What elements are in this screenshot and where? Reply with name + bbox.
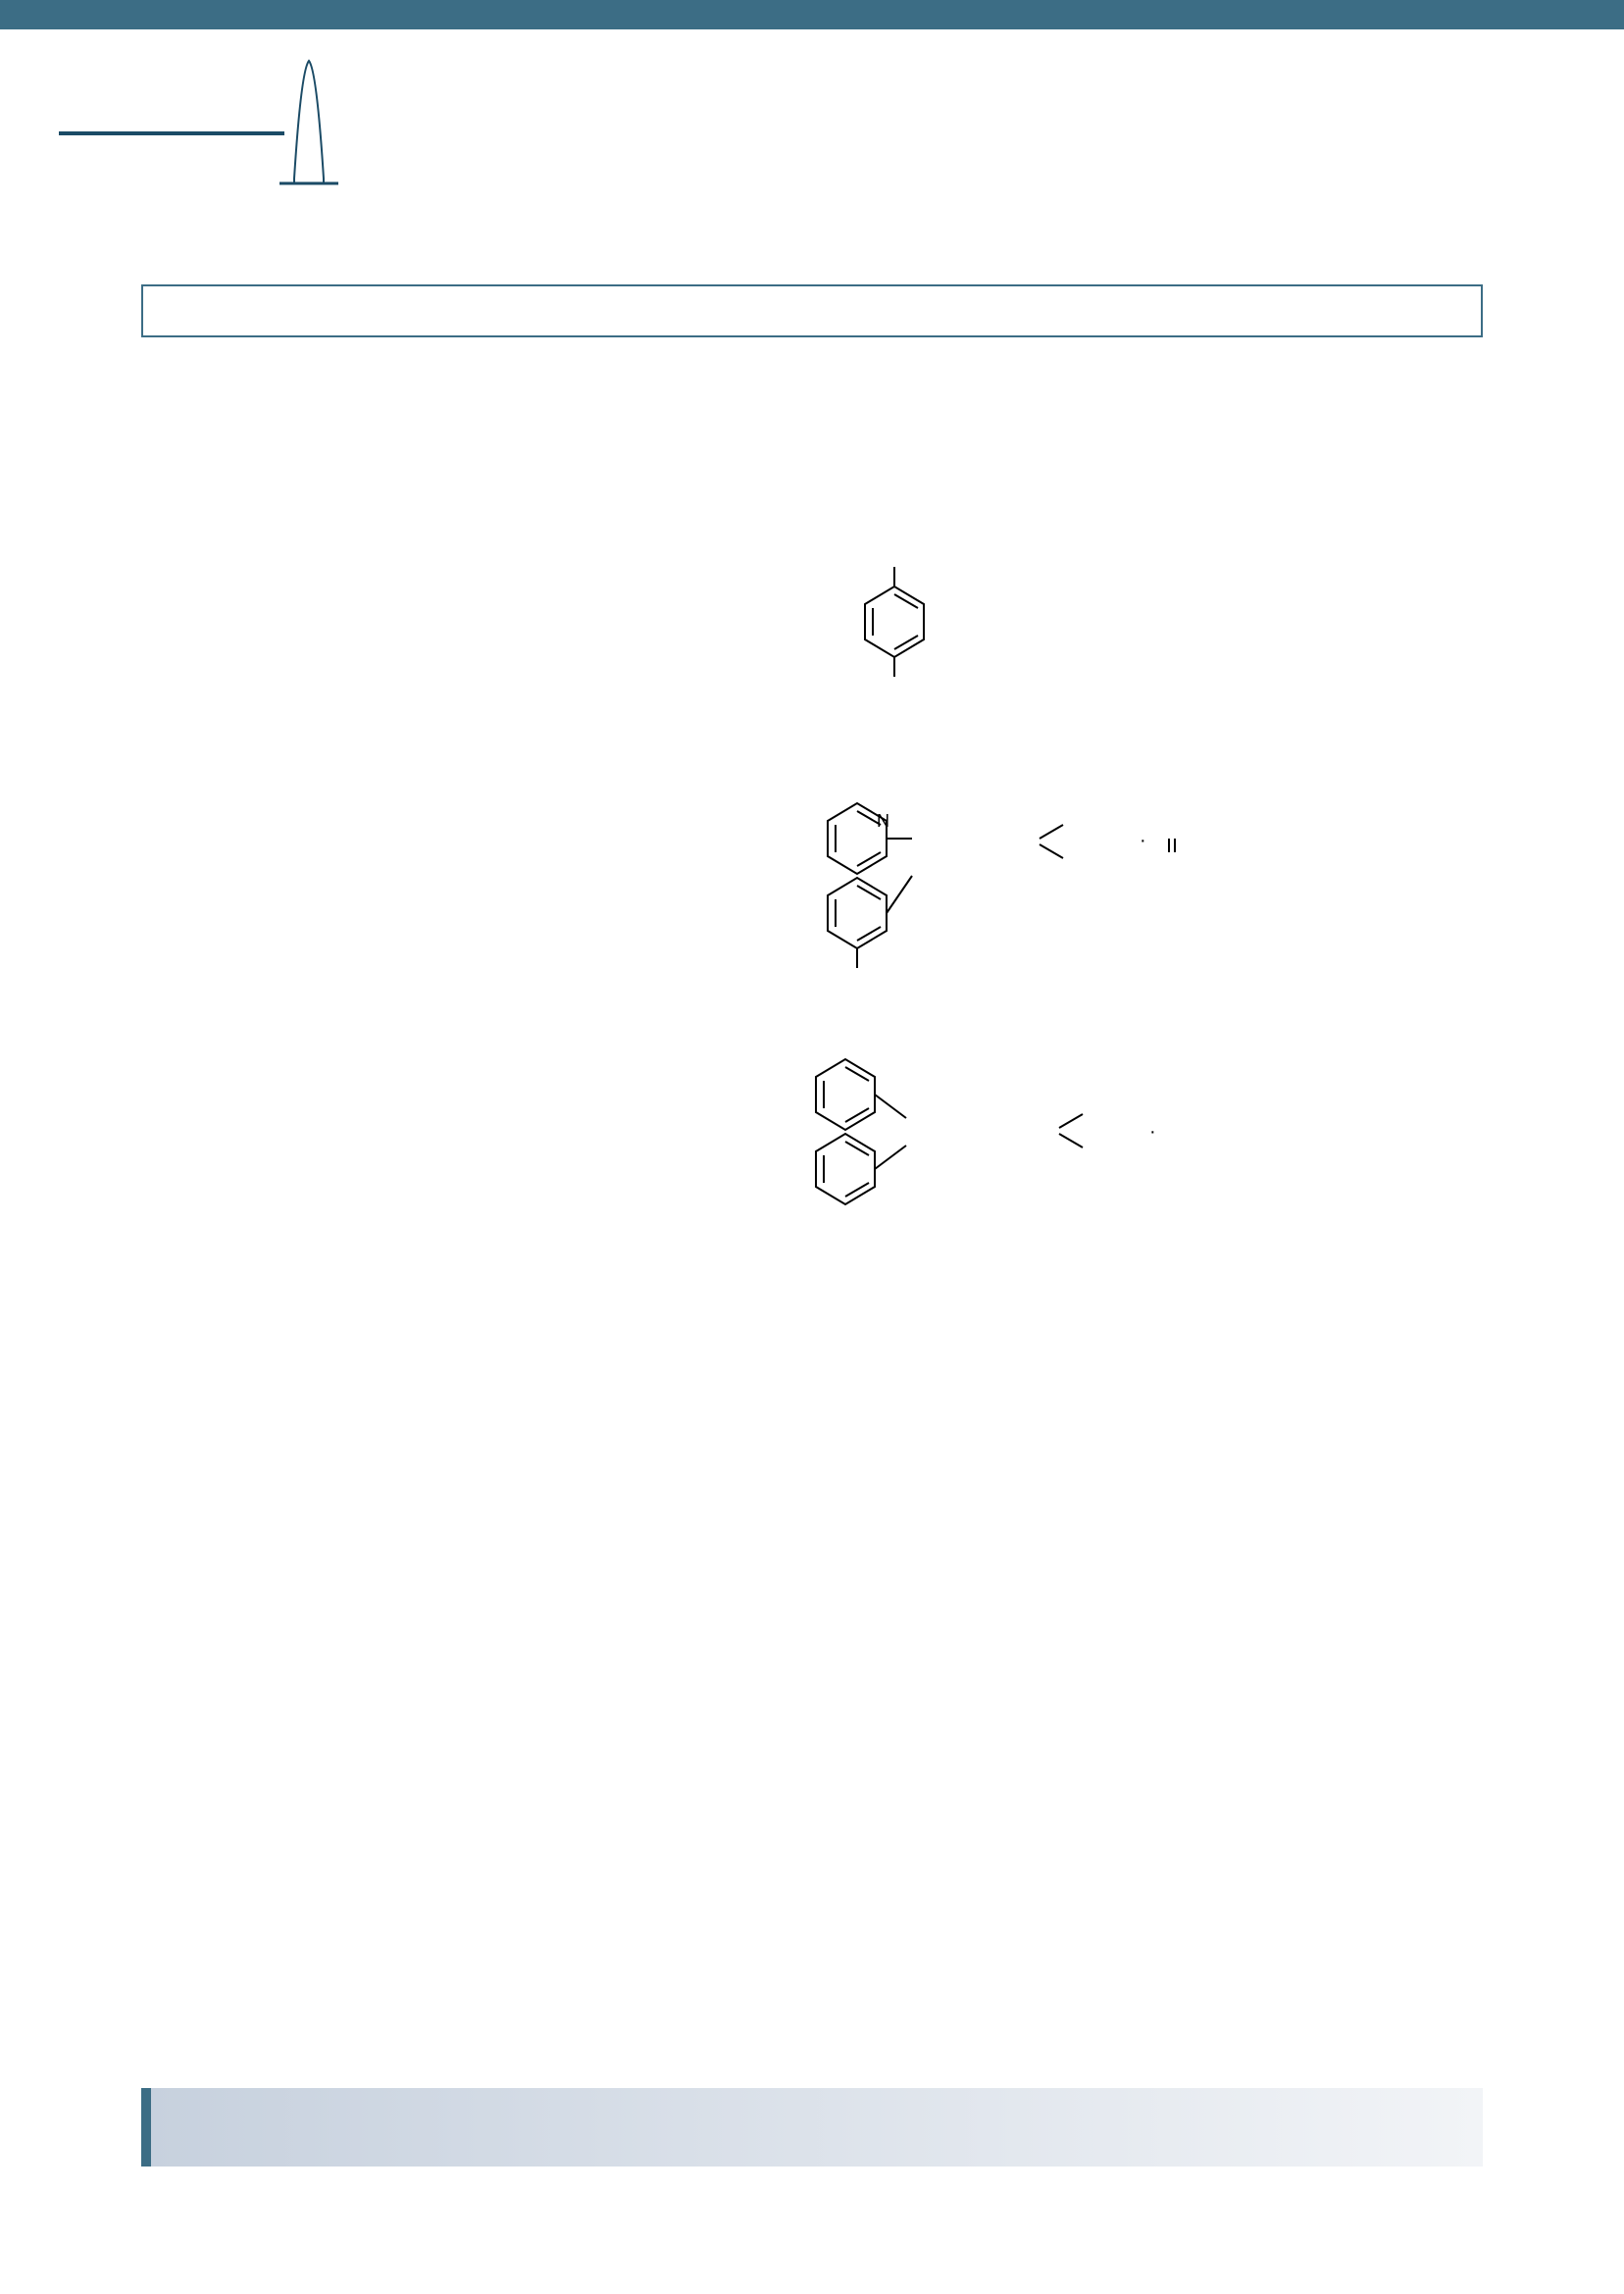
conditions-panel (141, 2088, 1483, 2167)
chromatogram-chart (141, 520, 730, 1697)
structure-3: · (796, 1049, 1306, 1226)
svg-text:·: · (1149, 1121, 1156, 1143)
top-accent-bar (0, 0, 1624, 29)
page-header (59, 71, 1565, 198)
peak-icon (279, 51, 338, 188)
compound-3: · (769, 1044, 1483, 1237)
compound-2: N · (769, 782, 1483, 994)
svg-text:·: · (1140, 830, 1146, 851)
document-title-box (141, 284, 1483, 337)
brand-underline (59, 131, 284, 135)
structure-2: N · (796, 788, 1365, 984)
compounds-column: N · (769, 490, 1483, 1941)
svg-text:N: N (877, 811, 889, 831)
compound-1 (769, 539, 1483, 733)
chromatogram-column (141, 490, 730, 1941)
brand-logo (59, 129, 284, 139)
main-content: N · (141, 490, 1483, 1941)
structure-1 (796, 545, 1051, 722)
